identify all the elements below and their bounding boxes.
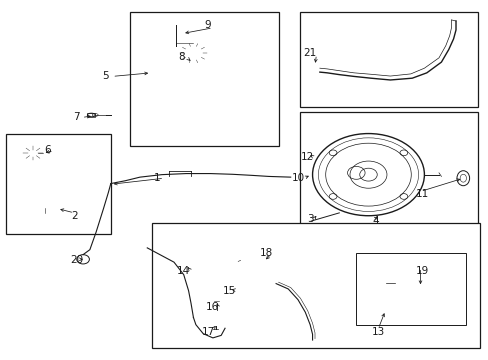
Text: 18: 18 (259, 248, 272, 258)
Text: 16: 16 (206, 302, 219, 312)
Bar (240, 257, 246, 263)
Bar (212, 329, 218, 336)
Bar (165, 21, 178, 26)
Text: 21: 21 (303, 48, 316, 58)
Text: 19: 19 (414, 266, 427, 276)
Bar (393, 280, 402, 285)
Bar (130, 12, 278, 146)
Bar (174, 106, 212, 132)
Text: 12: 12 (301, 152, 314, 162)
Bar (203, 130, 211, 139)
Bar (425, 290, 437, 297)
Bar (189, 130, 197, 139)
Bar (175, 130, 183, 139)
Bar (246, 256, 256, 259)
Bar (20, 175, 83, 200)
Text: 1: 1 (153, 173, 160, 183)
Bar (211, 321, 220, 326)
Text: 10: 10 (291, 173, 304, 183)
Text: 4: 4 (372, 216, 378, 226)
Bar (33, 199, 52, 208)
Bar (214, 297, 219, 303)
Text: 9: 9 (204, 19, 211, 30)
Text: 15: 15 (223, 286, 236, 296)
Text: 5: 5 (102, 71, 109, 81)
Bar (417, 288, 427, 298)
Bar (242, 256, 264, 266)
Bar (376, 292, 393, 310)
Bar (223, 287, 233, 292)
Text: 7: 7 (73, 112, 80, 122)
Bar (356, 253, 465, 325)
Bar (300, 12, 477, 107)
Text: 3: 3 (306, 214, 313, 224)
Bar (42, 200, 57, 205)
Text: 2: 2 (71, 211, 78, 221)
Bar (307, 70, 318, 74)
Bar (300, 112, 477, 234)
Bar (398, 290, 418, 296)
Bar (152, 223, 479, 348)
Text: 17: 17 (201, 327, 214, 337)
Bar (173, 35, 180, 41)
Text: 8: 8 (178, 52, 184, 62)
Bar (450, 17, 458, 20)
Text: 14: 14 (177, 266, 190, 276)
Text: 20: 20 (70, 255, 83, 265)
Text: 6: 6 (44, 145, 51, 155)
Bar (87, 113, 95, 117)
Text: 13: 13 (371, 327, 384, 337)
Text: 11: 11 (414, 189, 427, 199)
Bar (6, 134, 111, 234)
